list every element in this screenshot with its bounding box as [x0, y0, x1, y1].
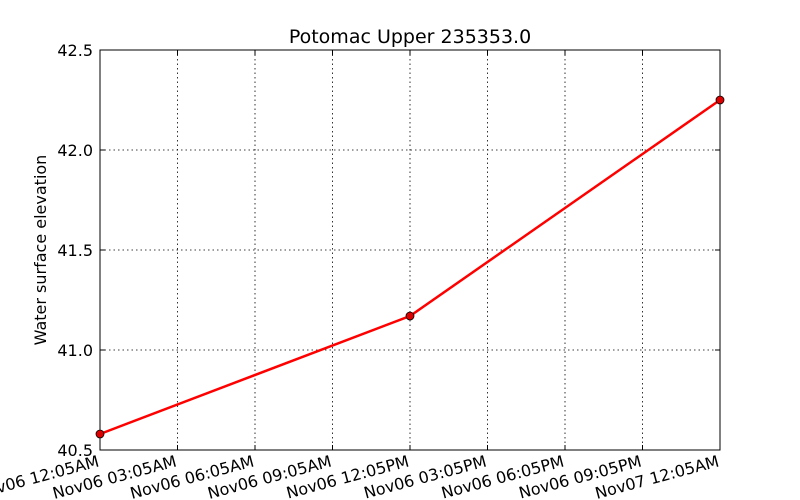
- grid: [99, 49, 721, 451]
- y-tick-label: 42.5: [57, 41, 93, 60]
- series-layer: [95, 95, 725, 439]
- data-point: [715, 95, 725, 105]
- data-point: [405, 311, 415, 321]
- y-tick-label: 41.5: [57, 241, 93, 260]
- y-tick-label: 41.0: [57, 341, 93, 360]
- y-axis-label: Water surface elevation: [31, 155, 50, 346]
- y-tick-label: 42.0: [57, 141, 93, 160]
- y-tick-label: 40.5: [57, 441, 93, 460]
- chart-title: Potomac Upper 235353.0: [289, 26, 531, 48]
- data-point: [95, 429, 105, 439]
